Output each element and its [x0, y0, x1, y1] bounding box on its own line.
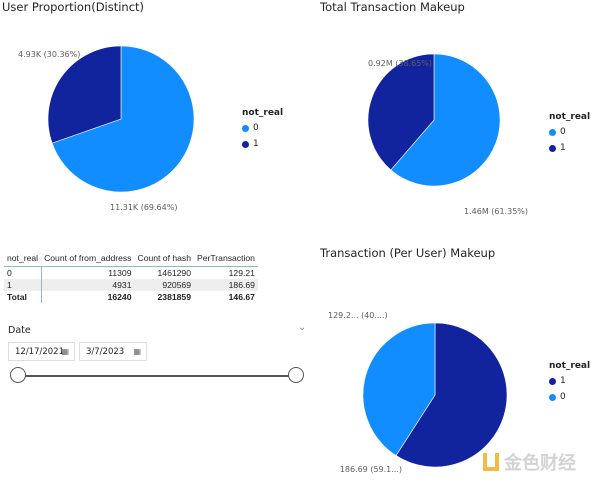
legend-dot-icon	[549, 144, 556, 152]
slicer-title: Date	[8, 325, 31, 336]
legend-label: 0	[253, 123, 259, 133]
legend-per-user: not_real 1 0	[549, 361, 590, 408]
legend-item[interactable]: 0	[549, 127, 590, 137]
start-date-input[interactable]: 12/17/2021 ▦	[8, 342, 75, 361]
chart-title-user-proportion: User Proportion(Distinct)	[2, 0, 145, 14]
summary-table: not_real Count of from_address Count of …	[4, 250, 258, 303]
pie-slice-0[interactable]	[51, 45, 195, 193]
pie-slice-0[interactable]	[390, 53, 501, 187]
slider-end-handle[interactable]	[288, 367, 304, 383]
end-date-input[interactable]: 3/7/2023 ▦	[79, 342, 147, 361]
data-label: 4.93K (30.36%)	[18, 50, 80, 59]
legend-title: not_real	[549, 361, 591, 371]
pie-slice-1[interactable]	[367, 53, 435, 171]
data-label: 1.46M (61.35%)	[464, 207, 528, 216]
pie-slice-1[interactable]	[395, 322, 508, 468]
table-total-row: Total 16240 2381859 146.67	[4, 291, 258, 303]
data-label: 11.31K (69.64%)	[110, 203, 177, 212]
legend-total-transaction: not_real 0 1	[549, 112, 590, 159]
watermark-logo: 金色财经	[483, 449, 576, 475]
cell: 16240	[107, 292, 132, 302]
cell: 920569	[134, 279, 194, 291]
column-header[interactable]: Count of from_address	[41, 250, 135, 267]
slider-start-handle[interactable]	[10, 367, 26, 383]
legend-title: not_real	[549, 112, 591, 122]
cell: 0	[4, 266, 42, 279]
cell: Total	[4, 291, 42, 303]
cell: 1461290	[157, 268, 191, 278]
pie-slice-0[interactable]	[362, 322, 436, 456]
start-date-value: 12/17/2021	[15, 346, 64, 357]
legend-item[interactable]: 0	[242, 123, 283, 133]
legend-item[interactable]: 1	[242, 139, 283, 149]
calendar-icon[interactable]: ▦	[61, 347, 69, 356]
table-header-row: not_real Count of from_address Count of …	[4, 250, 258, 267]
column-header[interactable]: not_real	[4, 250, 42, 267]
legend-dot-icon	[549, 377, 556, 385]
legend-label: 1	[560, 143, 566, 153]
cell: 186.69	[194, 279, 258, 291]
data-label: 186.69 (59.1...)	[340, 465, 402, 474]
legend-item[interactable]: 1	[549, 376, 590, 386]
legend-item[interactable]: 0	[549, 392, 590, 402]
data-label: 0.92M (38.65%)	[368, 59, 432, 68]
legend-dot-icon	[242, 140, 249, 148]
data-label: 129.2... (40....)	[328, 311, 388, 320]
legend-dot-icon	[549, 128, 556, 136]
table-row: 0 11309 1461290 129.21	[4, 266, 258, 279]
table-row: 1 4931 920569 186.69	[4, 279, 258, 291]
legend-user-proportion: not_real 0 1	[242, 108, 283, 155]
legend-label: 0	[560, 392, 566, 402]
cell: 11309	[108, 268, 132, 278]
column-header[interactable]: Count of hash	[134, 250, 194, 267]
chevron-down-icon[interactable]: ⌄	[298, 322, 307, 333]
legend-label: 1	[253, 139, 259, 149]
legend-label: 1	[560, 376, 566, 386]
column-header[interactable]: PerTransaction	[194, 250, 258, 267]
cell: 2381859	[157, 292, 191, 302]
legend-dot-icon	[242, 124, 249, 132]
chart-title-total-transaction: Total Transaction Makeup	[320, 0, 465, 14]
legend-label: 0	[560, 127, 566, 137]
watermark-text: 金色财经	[504, 453, 576, 474]
cell: 1	[4, 279, 42, 291]
end-date-value: 3/7/2023	[86, 346, 125, 357]
cell: 146.67	[228, 292, 255, 302]
legend-item[interactable]: 1	[549, 143, 590, 153]
chart-title-per-user: Transaction (Per User) Makeup	[320, 246, 496, 260]
legend-title: not_real	[242, 108, 284, 118]
cell: 129.21	[228, 268, 255, 278]
calendar-icon[interactable]: ▦	[133, 347, 141, 356]
cell: 4931	[41, 279, 135, 291]
pie-slice-1[interactable]	[47, 45, 122, 144]
watermark-logo-icon	[483, 453, 499, 471]
legend-dot-icon	[549, 393, 556, 401]
slider-track[interactable]	[17, 375, 297, 377]
